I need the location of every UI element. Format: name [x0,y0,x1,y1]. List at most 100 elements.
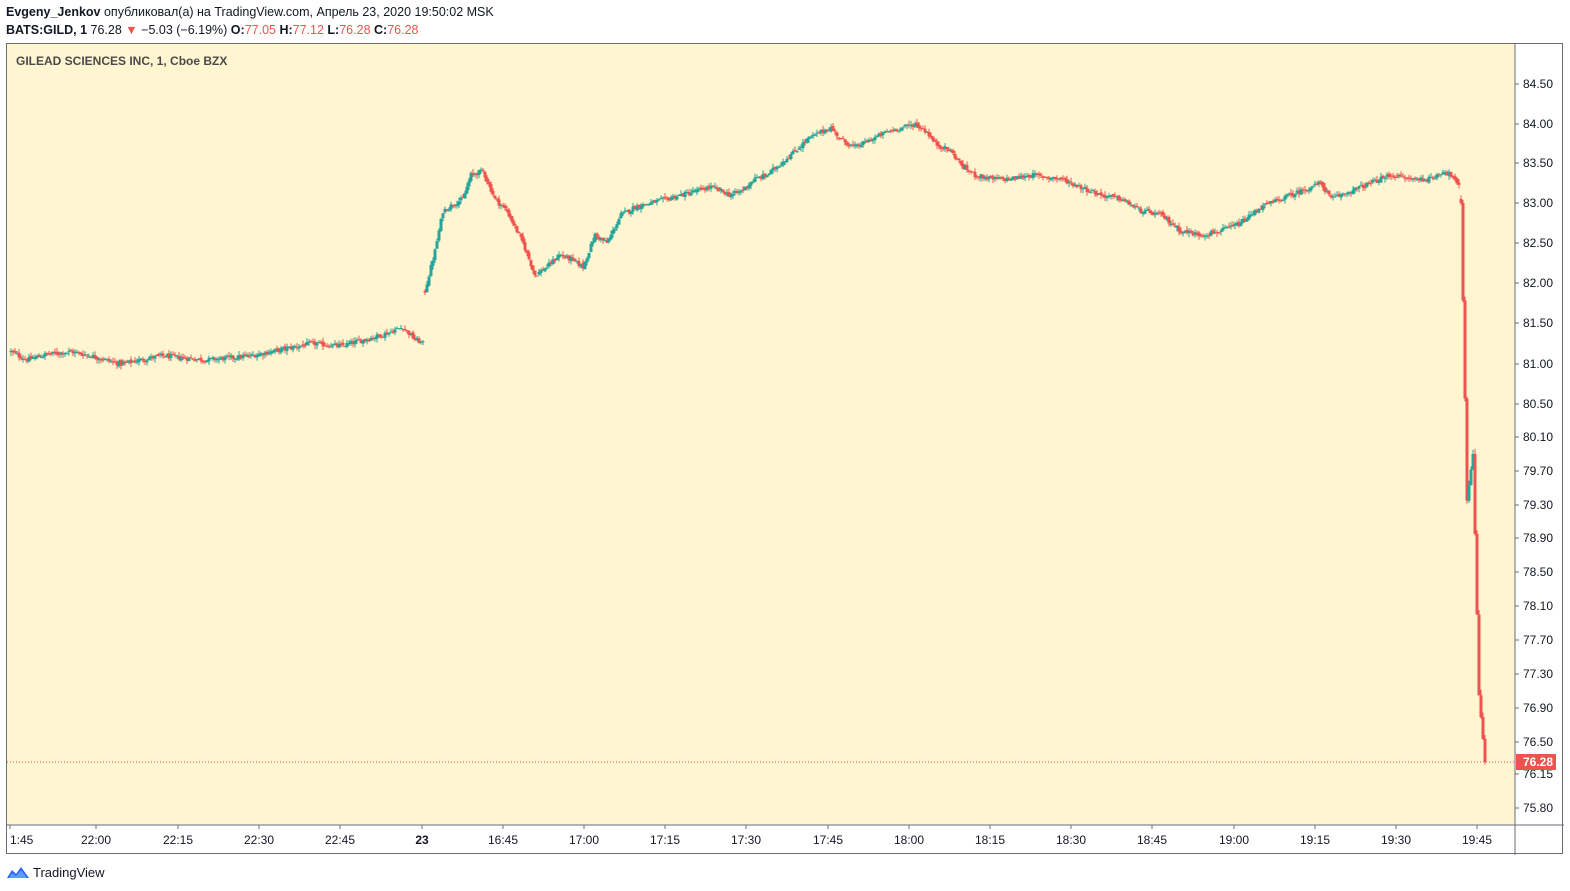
candle-up[interactable] [645,204,649,206]
candle-up[interactable] [599,238,603,241]
candle-up[interactable] [1083,186,1087,189]
candle-down[interactable] [933,140,937,142]
candle-down[interactable] [423,290,427,293]
candle-down[interactable] [523,242,527,251]
candle-up[interactable] [1385,174,1389,177]
candle-down[interactable] [509,215,513,220]
candle-up[interactable] [863,141,867,143]
candle-down[interactable] [161,353,165,356]
candle-down[interactable] [727,192,731,197]
candle-down[interactable] [289,347,293,350]
candle-down[interactable] [199,357,203,361]
candle-up[interactable] [1253,210,1257,215]
candle-up[interactable] [1299,189,1303,195]
candle-down[interactable] [1117,195,1121,201]
candle-down[interactable] [57,354,61,356]
candle-up[interactable] [1245,218,1249,222]
candle-down[interactable] [1029,176,1033,178]
candle-up[interactable] [719,188,723,191]
candle-up[interactable] [1423,179,1427,182]
candle-down[interactable] [391,331,395,334]
candle-down[interactable] [379,334,383,338]
candle-down[interactable] [1043,176,1047,178]
candle-up[interactable] [799,146,803,148]
candle-down[interactable] [843,139,847,143]
candle-down[interactable] [1391,175,1395,177]
candle-up[interactable] [1379,176,1383,183]
candle-down[interactable] [633,205,637,210]
candle-up[interactable] [611,229,615,235]
candle-down[interactable] [119,360,123,366]
candle-down[interactable] [841,137,845,139]
candle-down[interactable] [1195,232,1199,234]
candle-down[interactable] [155,354,159,356]
candle-up[interactable] [1351,190,1355,195]
candle-up[interactable] [635,205,639,211]
candle-up[interactable] [621,212,625,215]
candle-up[interactable] [537,271,541,275]
candle-up[interactable] [1471,454,1475,470]
candle-down[interactable] [939,146,943,149]
candle-down[interactable] [191,358,195,360]
candle-down[interactable] [37,354,41,357]
candle-down[interactable] [869,140,873,142]
candle-up[interactable] [647,204,651,206]
candle-down[interactable] [1101,194,1105,196]
candle-down[interactable] [919,128,923,130]
candle-down[interactable] [177,356,181,360]
candle-down[interactable] [403,328,407,330]
candle-down[interactable] [533,270,537,276]
candle-down[interactable] [1123,199,1127,201]
candle-down[interactable] [1215,232,1219,234]
candle-up[interactable] [1209,231,1213,236]
candle-up[interactable] [1335,195,1339,197]
candle-down[interactable] [1197,232,1201,236]
candle-up[interactable] [733,191,737,193]
candle-up[interactable] [623,210,627,212]
candle-up[interactable] [1345,193,1349,195]
candle-down[interactable] [715,187,719,189]
candle-down[interactable] [295,346,299,348]
candle-down[interactable] [1035,173,1039,175]
candle-down[interactable] [1161,211,1165,216]
candle-down[interactable] [1131,204,1135,207]
candle-down[interactable] [1127,200,1131,205]
candle-up[interactable] [1269,200,1273,204]
candle-up[interactable] [791,151,795,155]
candle-up[interactable] [1415,178,1419,180]
candle-down[interactable] [1243,218,1247,222]
candle-up[interactable] [1295,190,1299,193]
candle-up[interactable] [675,196,679,200]
candle-down[interactable] [181,356,185,358]
candle-up[interactable] [905,125,909,127]
candle-down[interactable] [113,361,117,363]
candle-up[interactable] [1033,174,1037,176]
candle-down[interactable] [17,352,21,358]
candle-up[interactable] [693,191,697,193]
tradingview-logo-icon[interactable] [6,864,30,880]
candle-up[interactable] [477,170,481,175]
candle-down[interactable] [517,232,521,234]
candle-up[interactable] [651,200,655,202]
candle-up[interactable] [747,184,751,189]
candle-up[interactable] [1411,178,1415,180]
candle-down[interactable] [1207,235,1211,237]
candle-up[interactable] [345,342,349,347]
candle-down[interactable] [513,223,517,226]
candle-up[interactable] [1263,203,1267,205]
candle-down[interactable] [1393,176,1397,178]
candle-down[interactable] [1401,176,1405,178]
candle-up[interactable] [805,138,809,143]
candle-down[interactable] [49,353,53,355]
candle-up[interactable] [59,352,63,354]
candle-up[interactable] [795,150,799,153]
candle-up[interactable] [383,332,387,338]
candle-down[interactable] [193,360,197,362]
candle-down[interactable] [1349,192,1353,194]
candle-down[interactable] [1111,194,1115,196]
candle-down[interactable] [1395,176,1399,178]
candle-up[interactable] [83,354,87,356]
candle-up[interactable] [609,234,613,240]
candle-down[interactable] [895,129,899,131]
candle-down[interactable] [203,361,207,363]
